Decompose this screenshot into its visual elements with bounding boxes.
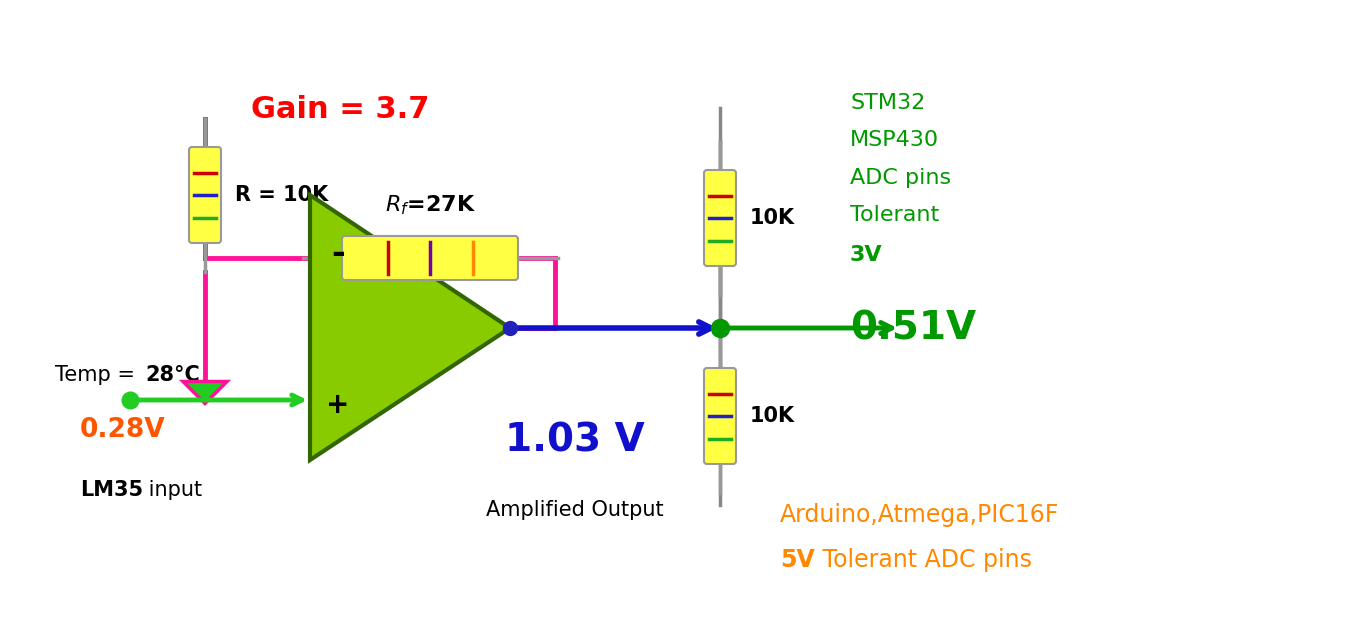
Text: 0.51V: 0.51V bbox=[850, 309, 976, 347]
Polygon shape bbox=[183, 381, 227, 404]
FancyBboxPatch shape bbox=[342, 236, 518, 280]
Text: MSP430: MSP430 bbox=[850, 130, 940, 150]
Text: 0.28V: 0.28V bbox=[80, 417, 166, 443]
Text: Temp =: Temp = bbox=[55, 365, 142, 385]
Text: ADC pins: ADC pins bbox=[850, 168, 950, 188]
Text: 10K: 10K bbox=[750, 208, 795, 228]
Text: 10K: 10K bbox=[750, 406, 795, 426]
Text: -: - bbox=[331, 236, 345, 269]
Text: 1.03 V: 1.03 V bbox=[506, 421, 645, 459]
Polygon shape bbox=[310, 195, 510, 460]
Text: 3V: 3V bbox=[850, 245, 883, 265]
Text: Tolerant: Tolerant bbox=[850, 205, 940, 225]
Text: 28°C: 28°C bbox=[145, 365, 200, 385]
Text: Gain = 3.7: Gain = 3.7 bbox=[251, 96, 429, 124]
Text: $R_f$=27K: $R_f$=27K bbox=[384, 193, 476, 217]
Text: Amplified Output: Amplified Output bbox=[487, 500, 664, 520]
FancyBboxPatch shape bbox=[704, 170, 735, 266]
Text: LM35: LM35 bbox=[80, 480, 143, 500]
Text: input: input bbox=[142, 480, 203, 500]
Text: STM32: STM32 bbox=[850, 93, 925, 113]
Text: R = 10K: R = 10K bbox=[235, 185, 329, 205]
Text: 5V: 5V bbox=[780, 548, 815, 572]
FancyBboxPatch shape bbox=[189, 147, 220, 243]
Text: Arduino,Atmega,PIC16F: Arduino,Atmega,PIC16F bbox=[780, 503, 1060, 527]
FancyBboxPatch shape bbox=[704, 368, 735, 464]
Text: Tolerant ADC pins: Tolerant ADC pins bbox=[815, 548, 1032, 572]
Text: +: + bbox=[326, 391, 350, 419]
